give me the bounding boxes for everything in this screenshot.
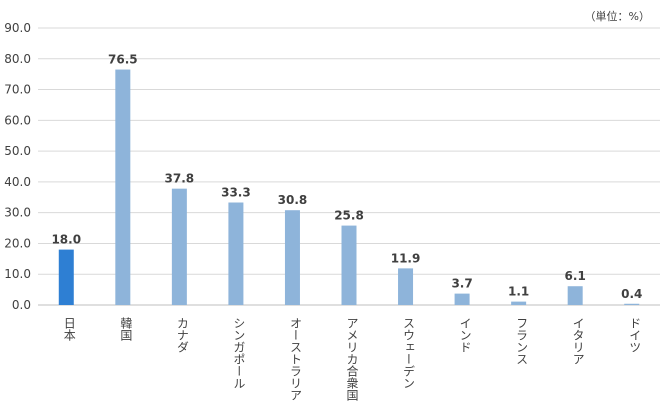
y-tick-label: 90.0 [4,21,31,35]
data-label: 18.0 [51,233,81,247]
data-label: 25.8 [334,209,364,223]
bar [624,303,640,305]
data-label: 30.8 [278,193,308,207]
category-label: インド [458,317,472,353]
data-label: 6.1 [565,269,586,283]
x-axis: 日本 韓国 カナダ シンガポール オーストラリア アメリカ合衆国 スウェーデン インド フランス… [62,317,641,401]
unit-note: （単位：%） [585,9,650,23]
y-tick-label: 0.0 [12,298,31,312]
gridlines [38,27,660,306]
bar [511,301,527,305]
data-label: 11.9 [391,251,421,265]
y-tick-label: 50.0 [4,144,31,158]
category-label: シンガポール [232,317,246,389]
bar [454,293,470,305]
y-tick-label: 70.0 [4,83,31,97]
data-label: 76.5 [108,53,138,67]
category-label: オーストラリア [288,317,302,401]
category-label: イタリア [571,317,585,365]
category-label: アメリカ合衆国 [345,317,359,401]
bar [341,225,357,305]
y-tick-label: 20.0 [4,236,31,250]
bar [284,210,300,305]
y-tick-label: 10.0 [4,267,31,281]
data-label: 37.8 [165,172,195,186]
category-label: 韓国 [119,317,133,341]
data-label: 0.4 [621,287,642,301]
data-labels: 18.0 76.5 37.8 33.3 30.8 25.8 11.9 3.7 1.1 6.1 0.4 [51,53,642,301]
category-label: 日本 [62,317,76,342]
category-label: カナダ [175,317,189,353]
y-tick-label: 60.0 [4,113,31,127]
bar [115,69,131,305]
bar [171,188,187,305]
bar [58,249,74,305]
category-label: フランス [515,317,529,365]
bar [567,286,583,305]
bars [58,69,640,305]
y-axis: 0.0 10.0 20.0 30.0 40.0 50.0 60.0 70.0 80.0 90.0 [4,21,31,312]
data-label: 33.3 [221,186,251,200]
y-tick-label: 30.0 [4,206,31,220]
bar [398,268,414,305]
bar [228,202,244,305]
data-label: 3.7 [451,277,472,291]
y-tick-label: 40.0 [4,175,31,189]
data-label: 1.1 [508,285,529,299]
category-label: スウェーデン [402,317,416,389]
y-tick-label: 80.0 [4,52,31,66]
category-label: ドイツ [628,317,642,353]
